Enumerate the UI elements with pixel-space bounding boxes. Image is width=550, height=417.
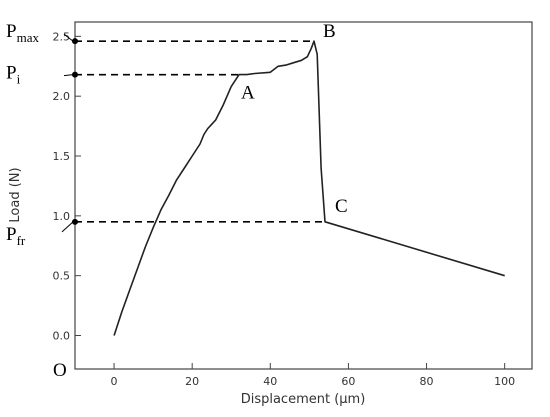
- reference-lines: Pmax Pi Pfr: [6, 21, 325, 248]
- point-annotations: A B C: [241, 21, 348, 217]
- y-tick-label: 2.0: [53, 90, 71, 103]
- x-tick-label: 20: [185, 375, 199, 388]
- y-axis-title: Load (N): [8, 167, 23, 222]
- label-leader-fr: [61, 221, 74, 233]
- reference-dot-i: [72, 71, 78, 78]
- y-tick-label: 1.5: [53, 150, 71, 163]
- y-tick-label: 1.0: [53, 210, 71, 223]
- label-leader-i: [63, 74, 74, 77]
- x-tick-label: 80: [420, 375, 434, 388]
- axis-tick-labels: 0 20 40 60 80 100 0.0 0.5 1.0 1.5 2.0 2.5: [53, 30, 516, 388]
- y-tick-label: 0.0: [53, 329, 71, 342]
- point-label-a: A: [241, 83, 255, 104]
- origin-label: O: [53, 360, 67, 381]
- x-tick-label: 0: [111, 375, 118, 388]
- label-p-i: Pi: [6, 63, 21, 87]
- y-tick-label: 2.5: [53, 30, 71, 43]
- point-label-c: C: [335, 196, 348, 217]
- load-curve: [113, 40, 505, 336]
- point-label-b: B: [323, 21, 336, 42]
- label-p-fr: Pfr: [6, 224, 26, 248]
- reference-dot-fr: [72, 218, 78, 225]
- label-p-max: Pmax: [6, 21, 39, 45]
- x-axis-title: Displacement (μm): [241, 392, 366, 407]
- axis-ticks: [75, 35, 506, 369]
- plot-frame: [74, 21, 533, 370]
- x-tick-label: 100: [494, 375, 515, 388]
- reference-dot-max: [72, 38, 78, 45]
- x-tick-label: 40: [263, 375, 277, 388]
- label-leader-max: [63, 33, 74, 42]
- y-tick-label: 0.5: [53, 270, 71, 283]
- x-tick-label: 60: [341, 375, 355, 388]
